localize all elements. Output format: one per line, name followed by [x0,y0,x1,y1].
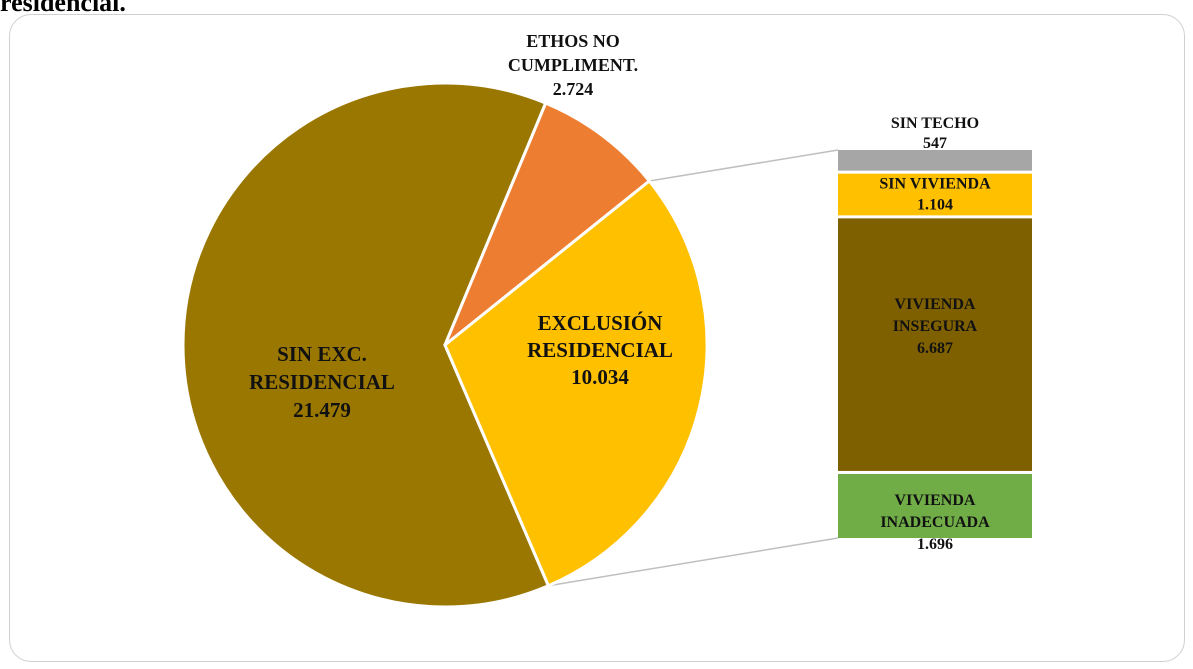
chart-caption: residencial. [0,0,126,17]
connector-top [649,149,839,182]
data-labels: SIN EXC. RESIDENCIAL 21.479 ETHOS NO CUMPLIM… [249,31,991,553]
connector-lines [548,149,839,587]
bar-segments [838,150,1032,538]
pie-slices [181,81,709,609]
label-exclusion-residencial: EXCLUSIÓN RESIDENCIAL 10.034 [527,311,673,389]
slice-exclusion-residencial [443,178,709,588]
bar-vivienda-insegura [838,218,1032,471]
label-vivienda-inadecuada: VIVIENDA INADECUADA 1.696 [880,492,990,553]
connector-bottom [548,537,839,587]
label-sin-exc-residencial: SIN EXC. RESIDENCIAL 21.479 [249,342,395,422]
label-vivienda-insegura: VIVIENDA INSEGURA 6.687 [893,296,978,357]
label-ethos-no-cumpliment: ETHOS NO CUMPLIMENT. 2.724 [508,31,638,99]
label-sin-vivienda: SIN VIVIENDA 1.104 [879,176,991,214]
bar-vivienda-inadecuada [838,473,1032,538]
slice-sin-exc-residencial [181,81,551,609]
label-sin-techo: SIN TECHO 547 [891,115,979,152]
bar-sin-techo [838,150,1032,171]
slice-ethos-no-cumpliment [443,101,652,347]
bar-sin-vivienda [838,173,1032,216]
